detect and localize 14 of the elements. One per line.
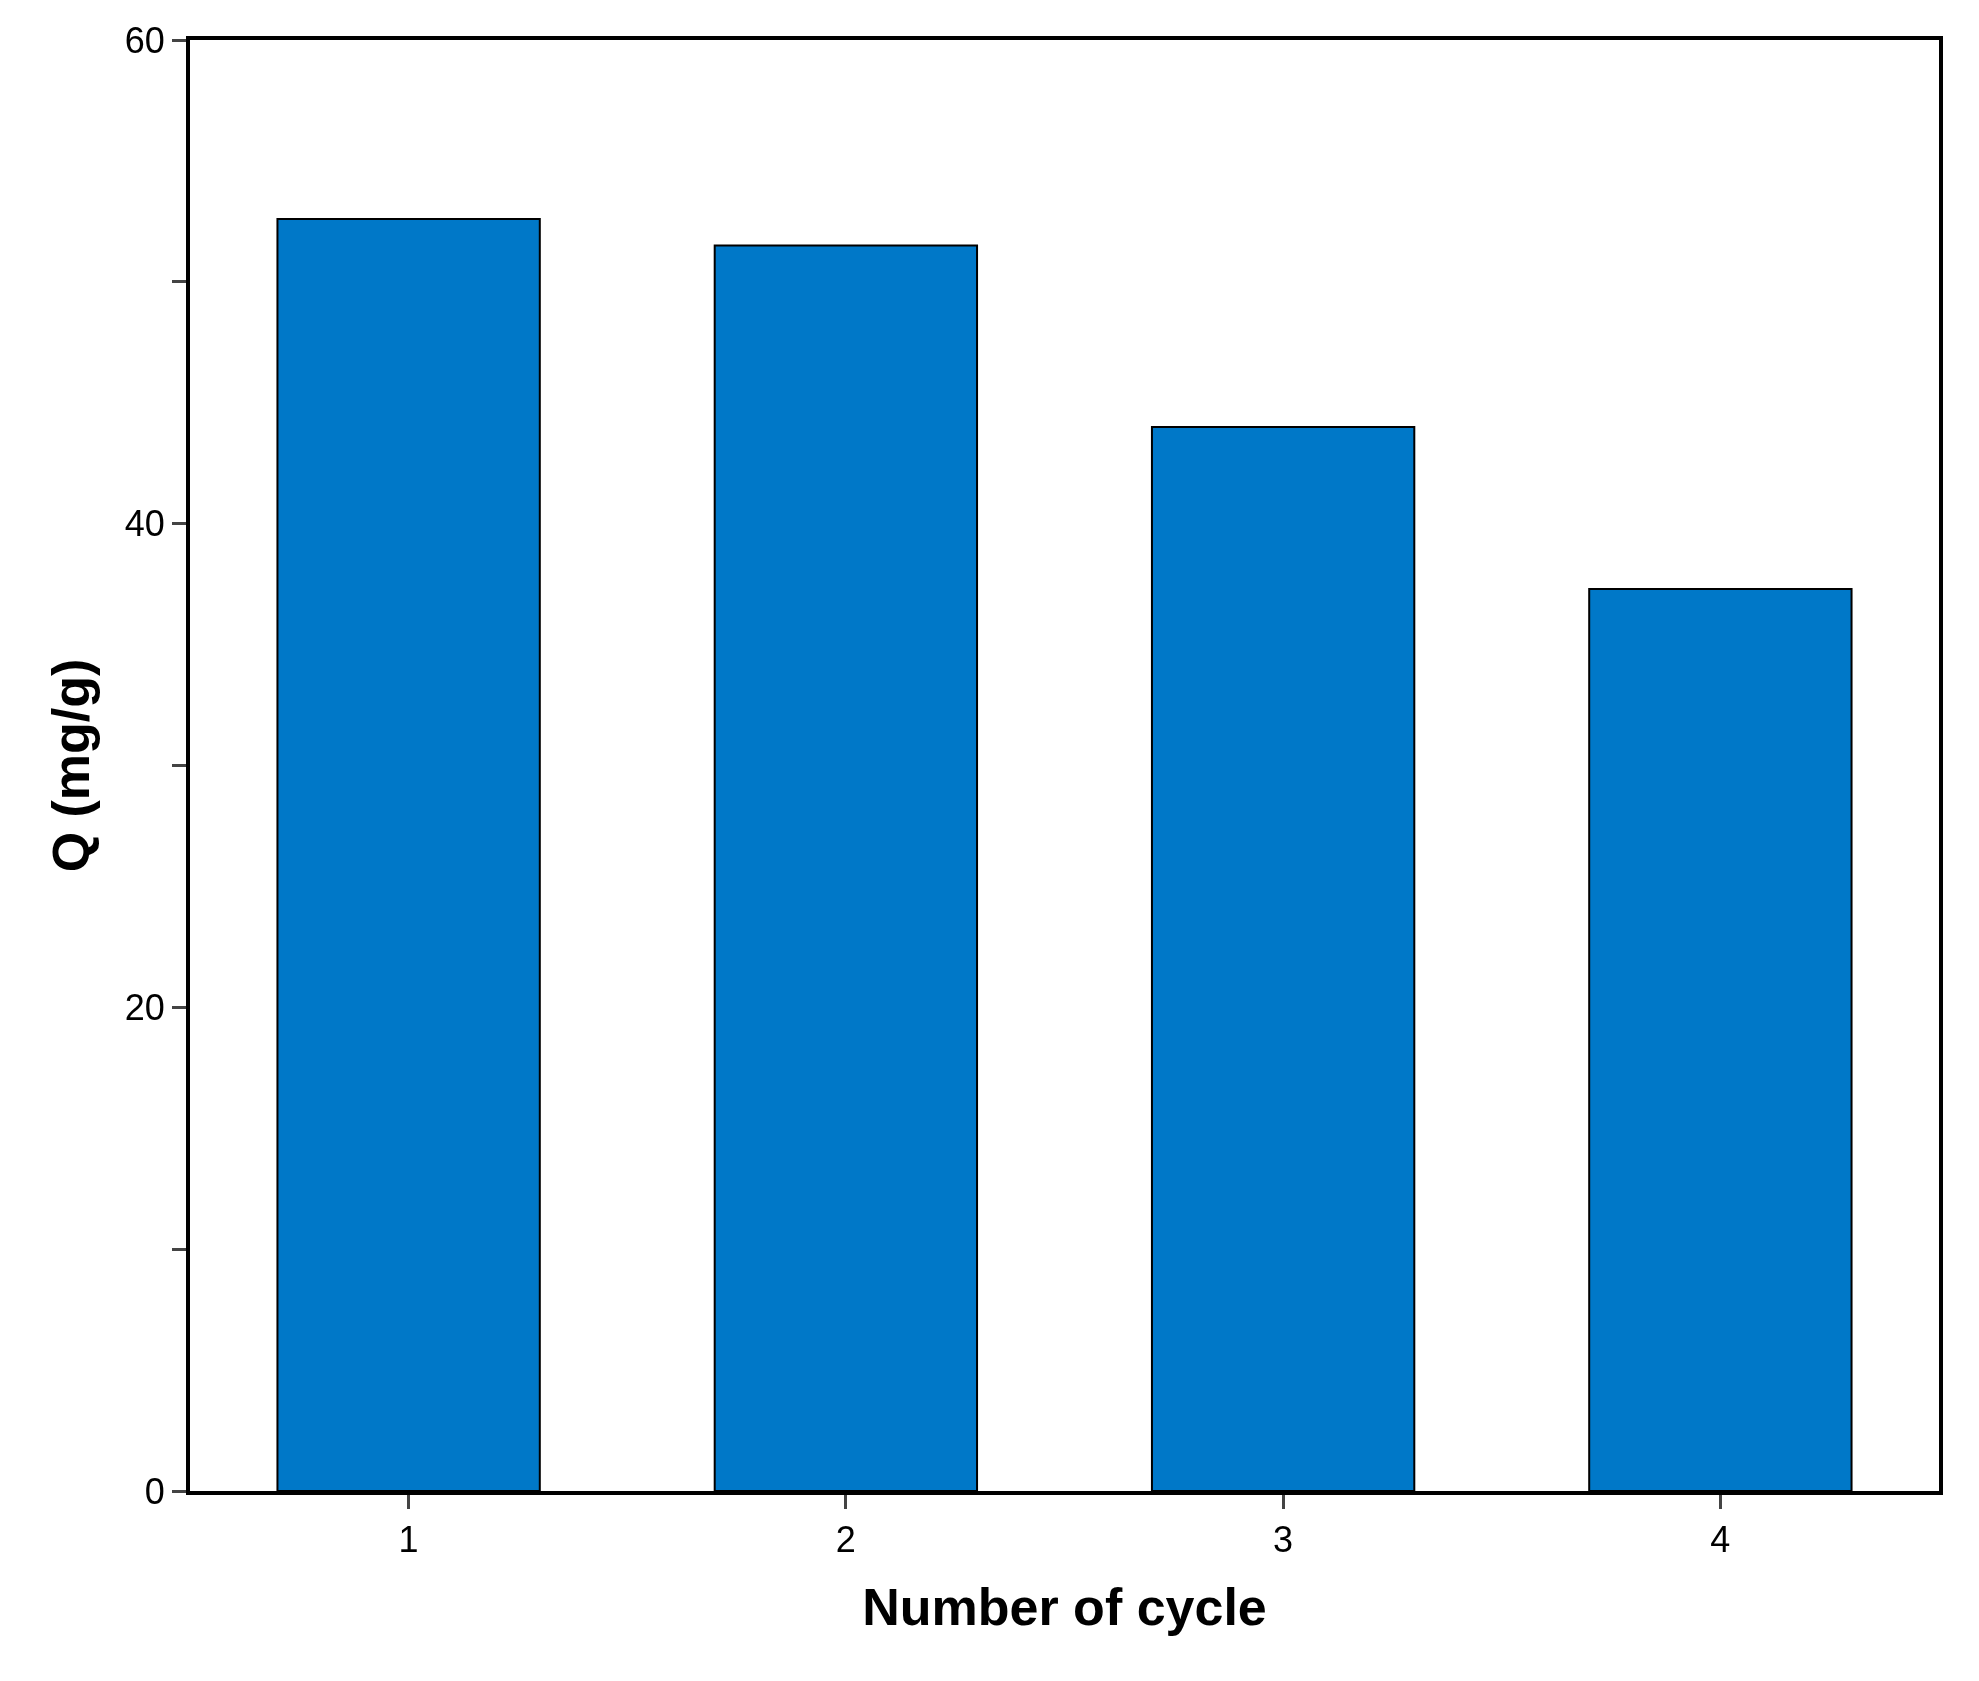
x-tick-label: 3 xyxy=(1273,1519,1294,1561)
x-tick-label: 4 xyxy=(1710,1519,1731,1561)
x-tick-label: 2 xyxy=(835,1519,856,1561)
x-axis-title: Number of cycle xyxy=(862,1577,1267,1636)
bar xyxy=(1150,425,1416,1491)
y-tick-label: 60 xyxy=(124,19,165,61)
y-tick-label: 40 xyxy=(124,503,165,545)
bar xyxy=(713,244,979,1491)
y-tick-label: 0 xyxy=(144,1470,165,1512)
bar xyxy=(276,217,541,1491)
y-tick-label: 20 xyxy=(124,986,165,1028)
bar xyxy=(1588,587,1853,1491)
x-tick-label: 1 xyxy=(398,1519,419,1561)
y-axis-title: Q (mg/g) xyxy=(41,658,100,873)
